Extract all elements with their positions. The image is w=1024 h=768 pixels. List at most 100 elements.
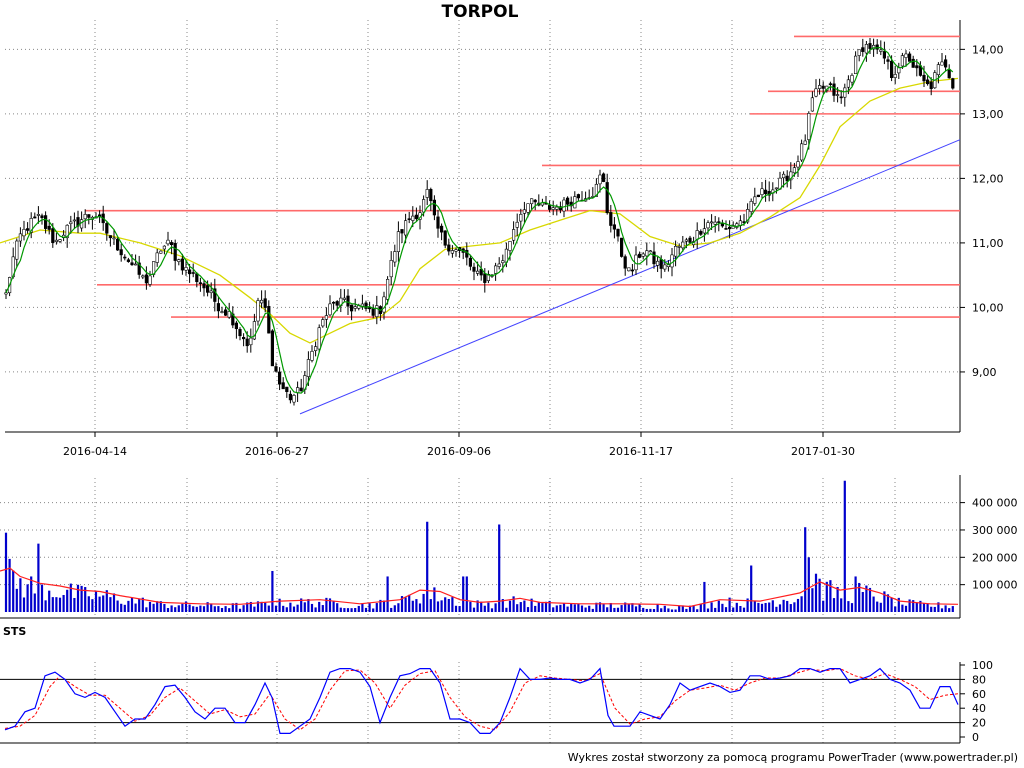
candle-body — [454, 249, 458, 252]
candle-body — [717, 221, 721, 223]
candle-body — [270, 330, 275, 367]
candle-body — [119, 249, 123, 256]
candle-body — [832, 83, 836, 96]
panel-frames — [0, 20, 961, 744]
volume-bar — [739, 605, 742, 612]
volume-bar — [660, 608, 663, 612]
volume-bar — [883, 591, 886, 612]
volume-bar — [372, 608, 375, 612]
candle-body — [648, 250, 652, 253]
candle-body — [475, 270, 480, 274]
candle-body — [227, 311, 231, 318]
candle-body — [663, 264, 667, 270]
volume-bar — [530, 598, 533, 612]
volume-bar — [750, 565, 753, 612]
volume-bar — [768, 602, 771, 612]
candle-body — [263, 298, 267, 308]
candle-body — [306, 359, 311, 377]
volume-bar — [310, 603, 314, 612]
volume-bar — [192, 606, 195, 612]
candle-body — [155, 252, 159, 263]
volume-bar — [289, 602, 292, 612]
volume-bar — [490, 608, 494, 612]
volume-bar — [656, 603, 659, 612]
volume-bar — [76, 584, 80, 612]
candle-body — [519, 213, 523, 222]
volume-bar — [638, 603, 641, 612]
candle-body — [242, 336, 246, 340]
volume-bar — [685, 608, 688, 612]
candle-body — [238, 329, 242, 337]
candle-body — [429, 189, 433, 202]
moving-average-short — [5, 46, 954, 394]
volume-bar — [800, 596, 803, 612]
volume-bar — [350, 608, 353, 612]
volume-bar — [642, 607, 645, 612]
trendline — [299, 139, 961, 415]
volume-bar — [494, 603, 497, 612]
volume-bar — [840, 598, 843, 612]
candle-body — [288, 393, 293, 401]
candle-body — [565, 197, 570, 205]
volume-bar — [930, 606, 933, 612]
volume-bar — [303, 602, 306, 612]
volume-bar — [753, 601, 756, 612]
volume-moving-average — [0, 567, 959, 608]
candle-body — [375, 305, 379, 318]
candle-body — [861, 47, 865, 52]
volume-bar — [411, 600, 414, 612]
volume-bar — [30, 576, 33, 612]
volume-bar — [87, 596, 90, 612]
volume-bar — [498, 524, 501, 612]
volume-bar — [570, 603, 573, 612]
volume-bar — [66, 589, 69, 612]
candle-body — [432, 199, 437, 216]
candle-body — [526, 203, 530, 213]
volume-bar — [130, 597, 134, 612]
volume-bar — [940, 608, 944, 612]
volume-bar — [508, 600, 512, 612]
volume-bar — [249, 601, 252, 612]
volume-bar — [937, 602, 940, 612]
candle-body — [159, 250, 163, 254]
candle-body — [195, 273, 199, 283]
volume-bar — [451, 597, 454, 612]
candle-body — [389, 260, 393, 278]
candle-body — [324, 315, 329, 320]
volume-bar — [688, 605, 692, 612]
sts-tick-label: 20 — [972, 717, 986, 730]
candle-body — [385, 279, 390, 300]
candle-body — [670, 254, 674, 268]
candle-body — [792, 167, 796, 174]
volume-bar — [48, 590, 51, 612]
candle-body — [875, 44, 879, 50]
candle-body — [180, 258, 185, 271]
volume-bar — [584, 607, 587, 612]
candle-body — [216, 303, 221, 312]
candle-body — [33, 216, 37, 219]
price-tick-label: 12,00 — [972, 172, 1004, 185]
candle-body — [763, 189, 768, 195]
volume-bar — [44, 600, 47, 612]
candle-body — [731, 225, 735, 229]
volume-bar — [84, 587, 87, 612]
moving-average-long — [0, 77, 959, 344]
volume-bar — [501, 599, 504, 612]
date-tick-label: 2016-09-06 — [427, 445, 491, 458]
volume-bar — [400, 596, 404, 612]
candle-body — [65, 224, 69, 239]
volume-bar — [811, 588, 814, 612]
candle-body — [558, 206, 562, 211]
candle-body — [310, 351, 314, 361]
volume-bar — [40, 584, 44, 612]
candle-body — [627, 267, 631, 272]
candle-body — [882, 51, 886, 59]
candle-body — [814, 88, 818, 97]
candle-body — [40, 215, 44, 219]
candle-body — [943, 59, 948, 68]
candle-body — [817, 85, 822, 89]
volume-bar — [109, 597, 112, 612]
sts-tick-label: 0 — [972, 731, 979, 744]
candle-body — [220, 311, 224, 313]
candle-body — [367, 307, 372, 310]
